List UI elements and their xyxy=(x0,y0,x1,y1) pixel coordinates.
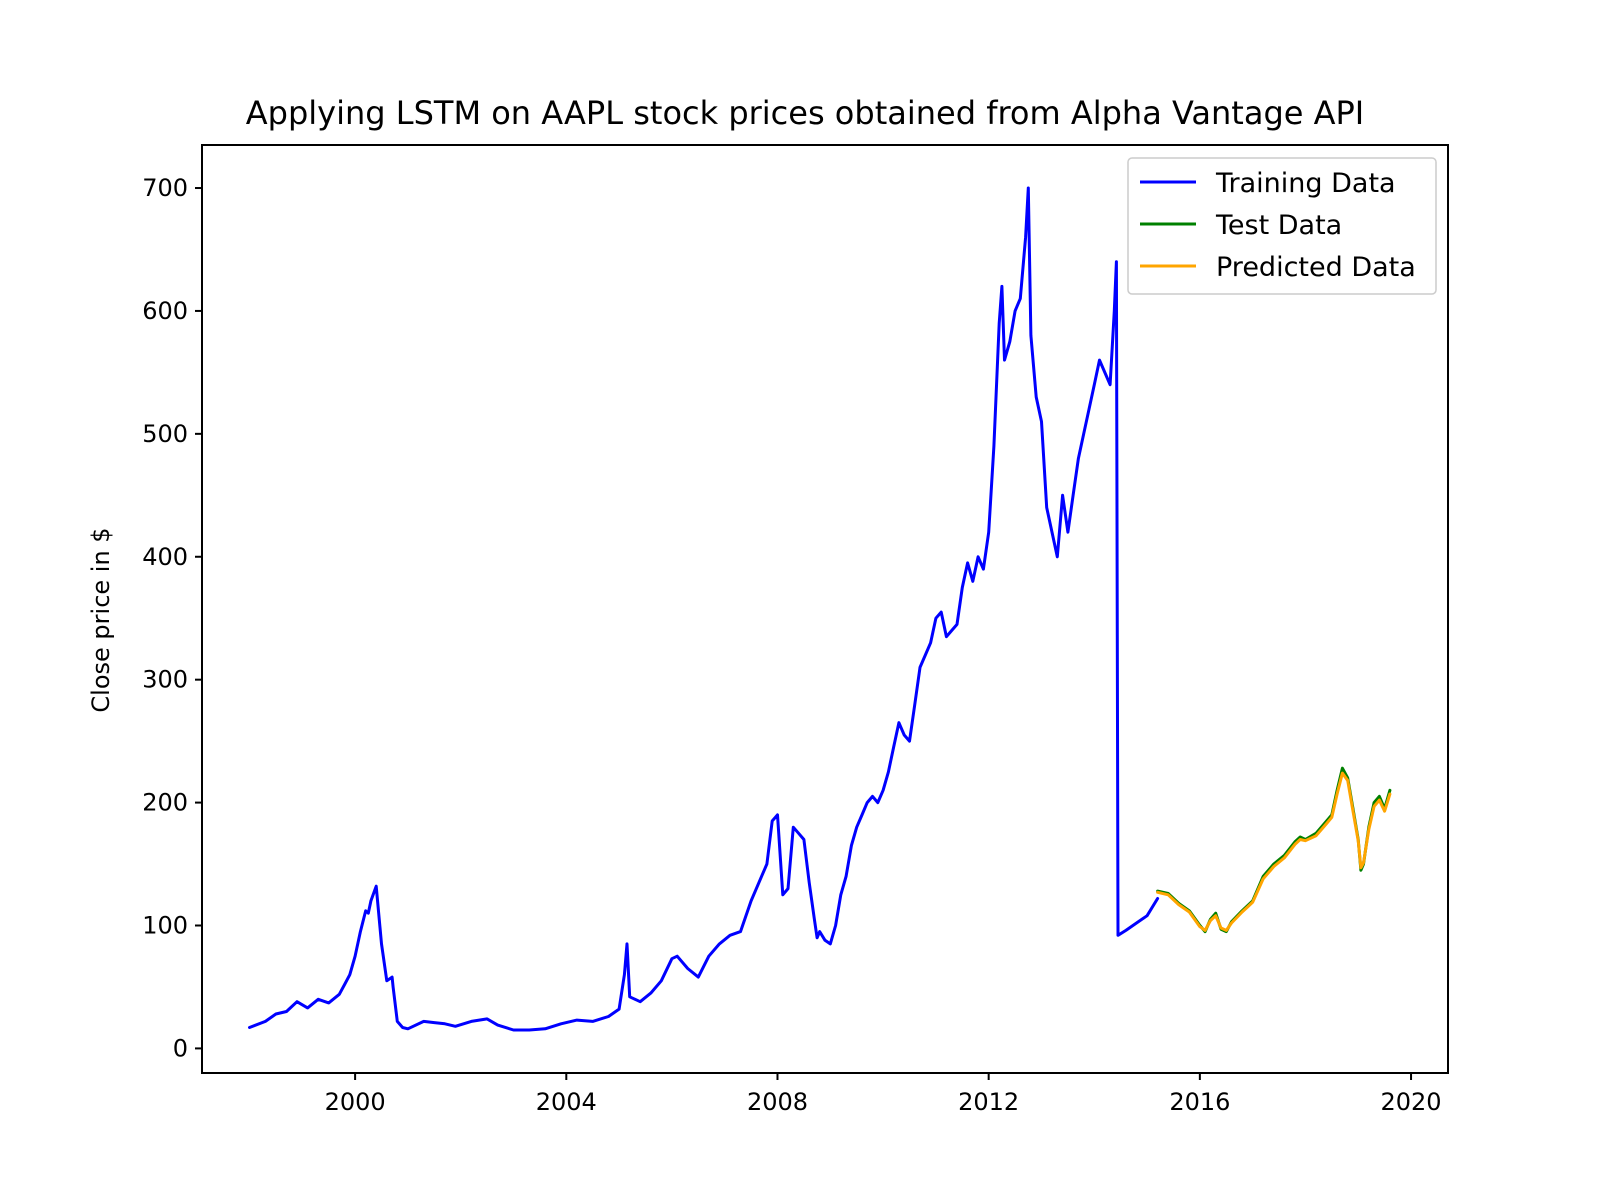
y-tick-label: 100 xyxy=(142,912,188,940)
legend: Training Data Test Data Predicted Data xyxy=(1127,157,1437,295)
y-tick-label: 400 xyxy=(142,543,188,571)
y-axis-label: Close price in $ xyxy=(87,527,115,712)
series-line-1 xyxy=(248,186,1160,1032)
series-layer xyxy=(248,186,1392,1032)
series-line-3 xyxy=(1156,771,1392,932)
y-tick-label: 200 xyxy=(142,789,188,817)
x-tick-label: 2012 xyxy=(958,1088,1019,1116)
x-tick-label: 2020 xyxy=(1381,1088,1442,1116)
y-tick-label: 300 xyxy=(142,666,188,694)
x-tick-label: 2016 xyxy=(1169,1088,1230,1116)
legend-label: Predicted Data xyxy=(1216,252,1416,283)
x-tick-label: 2008 xyxy=(747,1088,808,1116)
legend-box xyxy=(1127,157,1437,295)
chart-title: Applying LSTM on AAPL stock prices obtai… xyxy=(246,94,1364,132)
legend-label: Test Data xyxy=(1215,210,1342,241)
y-tick-label: 0 xyxy=(173,1034,188,1062)
y-tick-label: 700 xyxy=(142,174,188,202)
x-tick-label: 2004 xyxy=(536,1088,597,1116)
plot-frame xyxy=(201,144,1449,1074)
legend-label: Training Data xyxy=(1215,168,1396,199)
x-tick-label: 2000 xyxy=(325,1088,386,1116)
axes-layer: 0 100 200 300 400 500 600 700 2000 2004 2008 2012 20… xyxy=(142,144,1449,1116)
y-tick-label: 600 xyxy=(142,297,188,325)
y-tick-label: 500 xyxy=(142,420,188,448)
